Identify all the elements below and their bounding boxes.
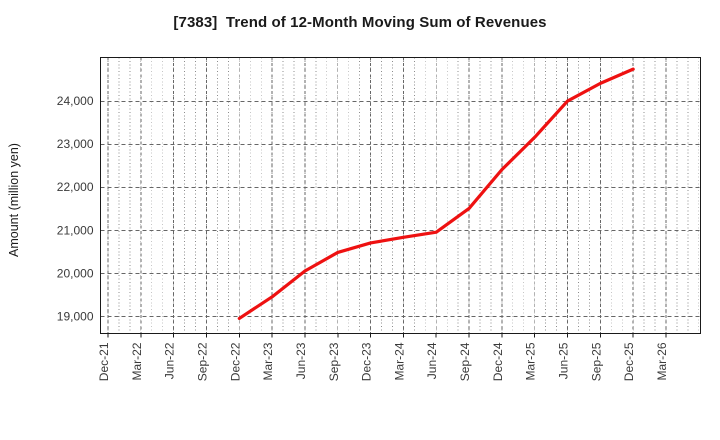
- x-tick-label: Jun-22: [163, 342, 177, 379]
- data-series-group: [237, 67, 635, 321]
- x-tick-label: Mar-24: [392, 342, 406, 380]
- x-axis-tick-labels: Dec-21 Mar-22 Jun-22 Sep-22 Dec-22 Mar-23 Jun-…: [97, 342, 669, 381]
- x-tick-label: Mar-22: [130, 342, 144, 380]
- x-tick-label: Dec-22: [228, 342, 242, 381]
- x-tick-label: Dec-24: [491, 342, 505, 381]
- x-tick-label: Sep-25: [589, 342, 603, 381]
- y-tick-label: 20,000: [57, 266, 94, 280]
- y-tick-label: 21,000: [57, 223, 94, 237]
- horizontal-gridlines: [100, 101, 701, 317]
- x-tick-label: Dec-25: [622, 342, 636, 381]
- x-tick-label: Sep-22: [195, 342, 209, 381]
- x-tick-label: Jun-25: [557, 342, 571, 379]
- x-tick-label: Jun-24: [425, 342, 439, 379]
- y-axis-tick-labels: 19,000 20,000 21,000 22,000 23,000 24,000: [57, 94, 94, 324]
- x-tick-label: Dec-21: [97, 342, 111, 381]
- x-tick-label: Sep-23: [327, 342, 341, 381]
- y-tick-label: 19,000: [57, 310, 94, 324]
- x-tick-label: Jun-23: [294, 342, 308, 379]
- x-tick-label: Mar-25: [524, 342, 538, 380]
- series-line: [237, 67, 635, 321]
- x-tick-label: Sep-24: [458, 342, 472, 381]
- chart-title: [7383] Trend of 12-Month Moving Sum of R…: [173, 14, 547, 31]
- x-tick-label: Dec-23: [360, 342, 374, 381]
- y-axis-title: Amount (million yen): [7, 143, 21, 257]
- x-tick-label: Mar-26: [655, 342, 669, 380]
- y-tick-label: 22,000: [57, 180, 94, 194]
- x-tick-label: Mar-23: [261, 342, 275, 380]
- y-tick-label: 23,000: [57, 137, 94, 151]
- x-axis-ticks: [107, 333, 667, 338]
- plot-frame: [99, 56, 702, 335]
- major-vertical-gridlines: [107, 57, 667, 334]
- y-tick-label: 24,000: [57, 94, 94, 108]
